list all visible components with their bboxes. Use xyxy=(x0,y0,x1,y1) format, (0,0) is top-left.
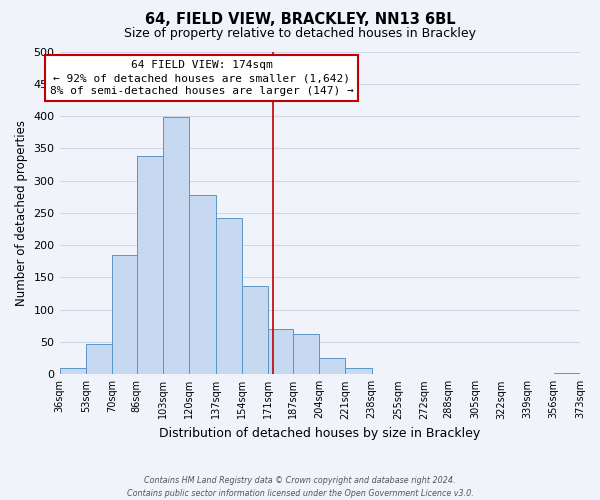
Bar xyxy=(86,344,112,374)
Text: 64, FIELD VIEW, BRACKLEY, NN13 6BL: 64, FIELD VIEW, BRACKLEY, NN13 6BL xyxy=(145,12,455,28)
Bar xyxy=(215,218,242,374)
Bar xyxy=(345,368,371,374)
Bar xyxy=(59,368,86,374)
Bar xyxy=(112,255,137,374)
X-axis label: Distribution of detached houses by size in Brackley: Distribution of detached houses by size … xyxy=(159,427,481,440)
Bar xyxy=(163,118,189,374)
Text: Contains HM Land Registry data © Crown copyright and database right 2024.
Contai: Contains HM Land Registry data © Crown c… xyxy=(127,476,473,498)
Bar xyxy=(137,156,163,374)
Bar xyxy=(189,195,215,374)
Text: 64 FIELD VIEW: 174sqm
← 92% of detached houses are smaller (1,642)
8% of semi-de: 64 FIELD VIEW: 174sqm ← 92% of detached … xyxy=(50,60,353,96)
Bar xyxy=(293,334,319,374)
Bar xyxy=(268,329,293,374)
Bar xyxy=(242,286,268,374)
Bar xyxy=(319,358,345,374)
Text: Size of property relative to detached houses in Brackley: Size of property relative to detached ho… xyxy=(124,28,476,40)
Y-axis label: Number of detached properties: Number of detached properties xyxy=(15,120,28,306)
Bar xyxy=(554,373,580,374)
